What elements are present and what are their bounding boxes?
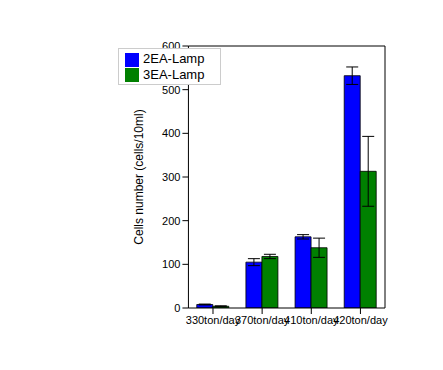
svg-text:420ton/day: 420ton/day [333,314,388,326]
svg-text:330ton/day: 330ton/day [186,314,241,326]
svg-text:600: 600 [162,40,180,52]
svg-text:0: 0 [174,302,180,314]
html-text:3EA-Lamp: 3EA-Lamp [143,66,205,82]
svg-text:400: 400 [162,127,180,139]
svg-text:410ton/day: 410ton/day [284,314,339,326]
svg-text:500: 500 [162,84,180,96]
svg-text:200: 200 [162,215,180,227]
svg-text:300: 300 [162,171,180,183]
svg-text:Cells number (cells/10ml): Cells number (cells/10ml) [132,109,146,244]
html-text:2EA-Lamp: 2EA-Lamp [143,51,205,66]
svg-text:370ton/day: 370ton/day [235,314,290,326]
svg-text:100: 100 [162,258,180,270]
